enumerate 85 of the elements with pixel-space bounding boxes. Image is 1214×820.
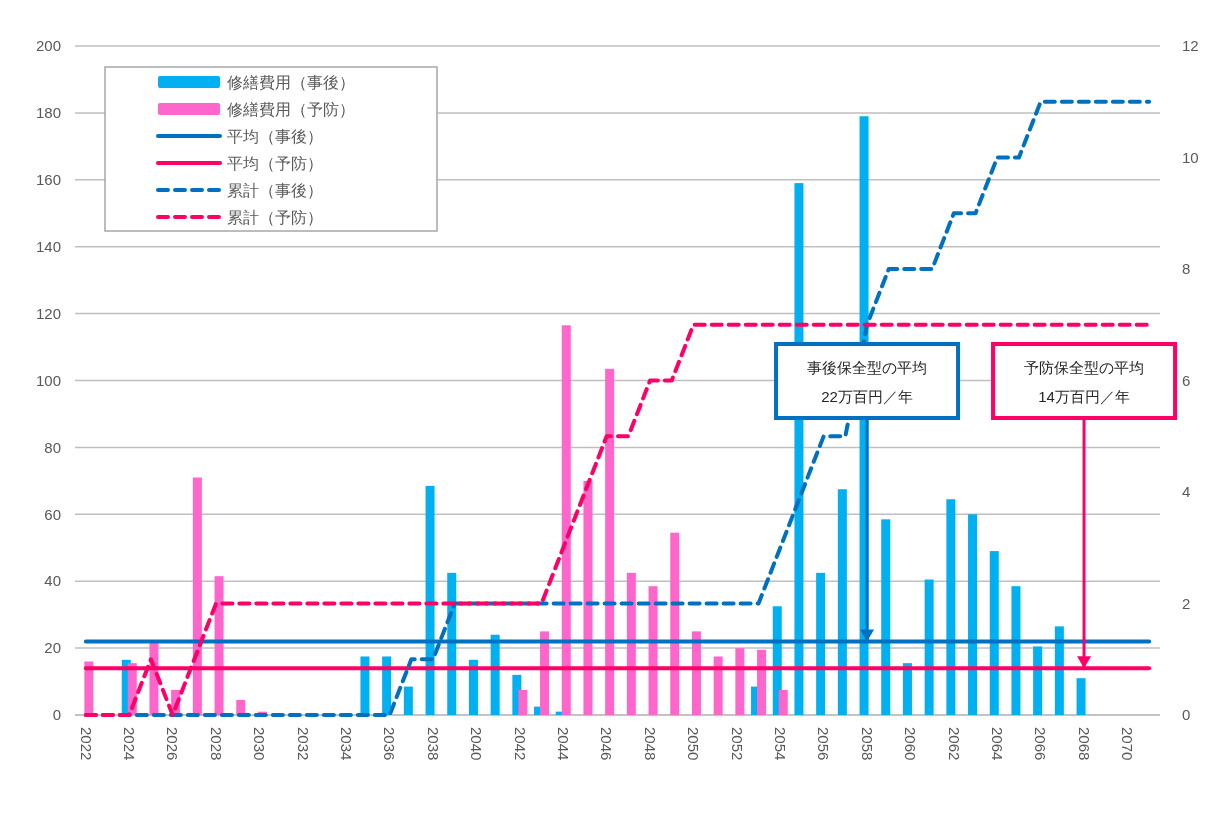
x-tick-label: 2070 <box>1119 727 1137 761</box>
x-tick-label: 2058 <box>858 727 876 761</box>
bar <box>757 649 767 715</box>
bar <box>540 631 550 715</box>
bar <box>816 572 826 715</box>
bar <box>968 514 978 715</box>
legend-label: 累計（事後） <box>227 181 323 199</box>
y-tick-label: 200 <box>35 37 61 55</box>
y-tick-label: 180 <box>35 104 61 122</box>
bar <box>518 689 528 715</box>
x-tick-label: 2038 <box>424 727 442 761</box>
x-tick-label: 2036 <box>381 727 399 761</box>
legend-label: 累計（予防） <box>227 208 323 226</box>
bar <box>946 499 956 715</box>
bar <box>425 485 435 715</box>
x-tick-label: 2032 <box>294 727 312 761</box>
bar <box>84 661 94 715</box>
y-tick-label: 120 <box>35 304 61 322</box>
y2-tick-label: 10 <box>1182 148 1199 166</box>
bar <box>924 579 934 715</box>
y-tick-label: 140 <box>35 237 61 255</box>
line-series <box>83 322 1152 717</box>
y-tick-label: 60 <box>44 505 61 523</box>
x-tick-label: 2044 <box>555 727 572 761</box>
bar <box>214 576 224 715</box>
x-tick-label: 2048 <box>641 727 659 761</box>
x-tick-label: 2034 <box>338 727 355 761</box>
y2-tick-label: 6 <box>1182 371 1191 389</box>
bar <box>403 686 413 715</box>
x-tick-label: 2056 <box>815 727 833 761</box>
x-tick-label: 2046 <box>598 727 616 761</box>
y2-tick-label: 4 <box>1182 483 1191 501</box>
x-tick-label: 2024 <box>121 727 138 761</box>
bar <box>626 572 636 715</box>
bar <box>713 656 723 715</box>
bar <box>648 586 658 715</box>
bar <box>1011 586 1021 715</box>
bar <box>360 656 370 715</box>
y-tick-label: 100 <box>35 371 61 389</box>
annotation: 予防保全型の平均 14万百円／年 <box>1024 359 1145 406</box>
x-tick-label: 2030 <box>251 727 269 761</box>
legend-label: 修繕費用（事後） <box>227 73 355 91</box>
y-tick-label: 0 <box>52 706 61 724</box>
bar <box>837 489 847 715</box>
y2-tick-label: 0 <box>1182 706 1191 724</box>
x-tick-label: 2052 <box>728 727 746 761</box>
bar <box>468 659 478 715</box>
bar <box>1033 646 1043 715</box>
bar <box>778 689 788 715</box>
bar <box>691 631 701 715</box>
x-tick-label: 2050 <box>685 727 703 761</box>
x-tick-label: 2064 <box>989 727 1006 761</box>
bar <box>735 648 745 715</box>
y2-tick-label: 12 <box>1182 37 1199 55</box>
x-tick-label: 2068 <box>1075 727 1093 761</box>
x-tick-label: 2066 <box>1032 727 1050 761</box>
y-tick-label: 80 <box>44 438 61 456</box>
bar <box>670 532 680 715</box>
bar <box>605 368 615 715</box>
y-tick-label: 160 <box>35 171 61 189</box>
y2-tick-label: 2 <box>1182 594 1191 612</box>
x-tick-label: 2028 <box>207 727 225 761</box>
x-tick-label: 2042 <box>511 727 529 761</box>
legend-label: 修繕費用（予防） <box>227 100 355 118</box>
x-tick-label: 2040 <box>468 727 486 761</box>
x-tick-label: 2054 <box>772 727 789 761</box>
bar <box>902 663 912 715</box>
bar <box>192 477 202 715</box>
x-tick-label: 2062 <box>945 727 963 761</box>
bar <box>583 480 593 715</box>
bar <box>1076 678 1086 715</box>
legend-label: 平均（予防） <box>227 154 323 172</box>
y-tick-label: 40 <box>44 572 61 590</box>
x-tick-label: 2060 <box>902 727 920 761</box>
bar <box>490 634 500 715</box>
legend-label: 平均（事後） <box>227 127 323 145</box>
y-tick-label: 20 <box>44 639 61 657</box>
x-tick-label: 2022 <box>77 727 95 761</box>
bar <box>561 325 571 715</box>
bar <box>989 551 999 715</box>
y2-tick-label: 8 <box>1182 260 1191 278</box>
bar <box>881 519 891 715</box>
x-tick-label: 2026 <box>164 727 182 761</box>
annotation: 事後保全型の平均 22万百円／年 <box>807 359 928 406</box>
bar <box>1054 626 1064 715</box>
